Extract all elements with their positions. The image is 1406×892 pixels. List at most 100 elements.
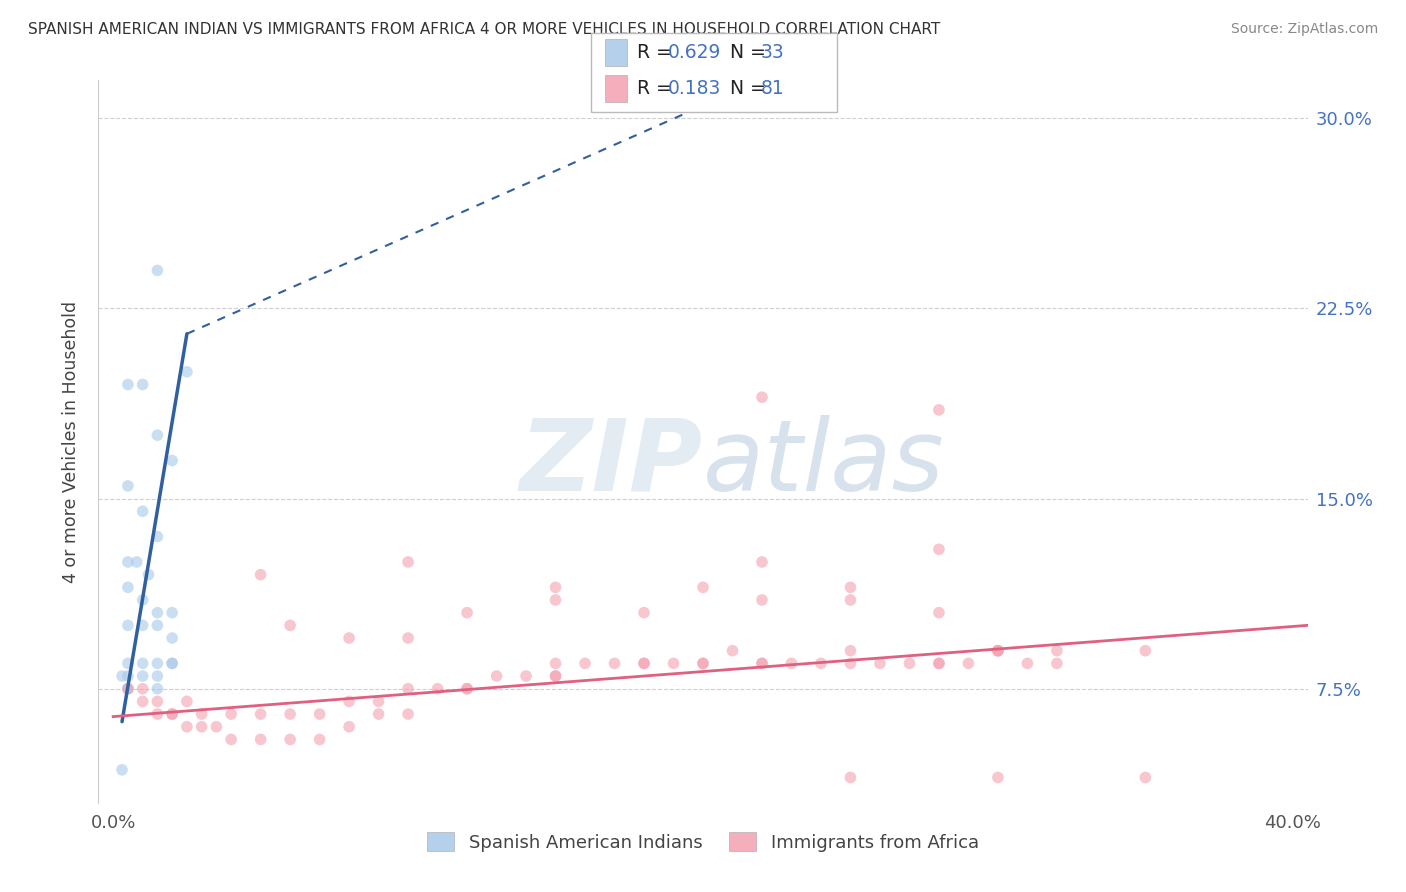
Point (898, 657, 921, 671)
Point (928, 606, 950, 620)
Point (633, 657, 655, 671)
Point (692, 580, 714, 594)
Point (160, 707, 183, 722)
Point (456, 681, 478, 696)
Point (751, 657, 773, 671)
Text: 0.183: 0.183 (668, 79, 721, 98)
Point (278, 707, 301, 722)
Point (957, 657, 980, 671)
Point (396, 555, 419, 569)
Point (146, 606, 169, 620)
Point (111, 669, 134, 683)
Point (160, 606, 183, 620)
Point (337, 720, 360, 734)
Point (125, 555, 148, 569)
Point (544, 657, 567, 671)
Point (308, 707, 330, 722)
Point (337, 631, 360, 645)
Text: R =: R = (637, 79, 678, 98)
Text: N =: N = (730, 79, 772, 98)
Point (751, 657, 773, 671)
Point (176, 720, 198, 734)
Point (396, 631, 419, 645)
Point (426, 681, 449, 696)
Point (117, 681, 139, 696)
Y-axis label: 4 or more Vehicles in Household: 4 or more Vehicles in Household (62, 301, 80, 582)
Point (117, 669, 139, 683)
Point (146, 428, 169, 442)
Point (751, 390, 773, 404)
Point (131, 657, 153, 671)
Point (146, 681, 169, 696)
Point (160, 657, 183, 671)
Point (146, 263, 169, 277)
Point (117, 479, 139, 493)
Point (633, 606, 655, 620)
Point (160, 657, 183, 671)
Point (485, 669, 508, 683)
Point (131, 593, 153, 607)
Point (839, 643, 862, 657)
Point (928, 657, 950, 671)
Point (987, 643, 1010, 657)
Point (1135, 771, 1157, 785)
Point (1135, 643, 1157, 657)
Point (1046, 657, 1069, 671)
Point (367, 694, 389, 708)
Text: SPANISH AMERICAN INDIAN VS IMMIGRANTS FROM AFRICA 4 OR MORE VEHICLES IN HOUSEHOL: SPANISH AMERICAN INDIAN VS IMMIGRANTS FR… (28, 22, 941, 37)
Point (131, 618, 153, 632)
Point (810, 657, 832, 671)
Point (190, 720, 212, 734)
Point (138, 567, 160, 582)
Point (160, 707, 183, 722)
Point (544, 580, 567, 594)
Text: atlas: atlas (703, 415, 945, 512)
Point (928, 402, 950, 417)
Point (1017, 657, 1039, 671)
Point (308, 732, 330, 747)
Point (662, 657, 685, 671)
Point (1046, 643, 1069, 657)
Point (146, 707, 169, 722)
Point (176, 694, 198, 708)
Point (117, 580, 139, 594)
Point (456, 606, 478, 620)
Point (160, 453, 183, 467)
Point (928, 657, 950, 671)
Text: Source: ZipAtlas.com: Source: ZipAtlas.com (1230, 22, 1378, 37)
Text: 81: 81 (761, 79, 785, 98)
Point (839, 593, 862, 607)
Point (633, 657, 655, 671)
Point (117, 377, 139, 392)
Point (131, 694, 153, 708)
Point (117, 555, 139, 569)
Point (574, 657, 596, 671)
Text: 33: 33 (761, 43, 785, 62)
Point (146, 657, 169, 671)
Point (839, 580, 862, 594)
Point (146, 618, 169, 632)
Point (249, 567, 271, 582)
Text: R =: R = (637, 43, 678, 62)
Point (544, 669, 567, 683)
Point (396, 681, 419, 696)
Point (751, 555, 773, 569)
Point (337, 694, 360, 708)
Point (692, 657, 714, 671)
Point (160, 631, 183, 645)
Point (780, 657, 803, 671)
Point (396, 707, 419, 722)
Point (146, 669, 169, 683)
Point (603, 657, 626, 671)
Point (751, 593, 773, 607)
Point (515, 669, 537, 683)
Text: N =: N = (730, 43, 772, 62)
Point (117, 681, 139, 696)
Text: ZIP: ZIP (520, 415, 703, 512)
Point (117, 657, 139, 671)
Point (131, 504, 153, 518)
Point (278, 618, 301, 632)
Point (869, 657, 891, 671)
Point (544, 669, 567, 683)
Point (219, 732, 242, 747)
